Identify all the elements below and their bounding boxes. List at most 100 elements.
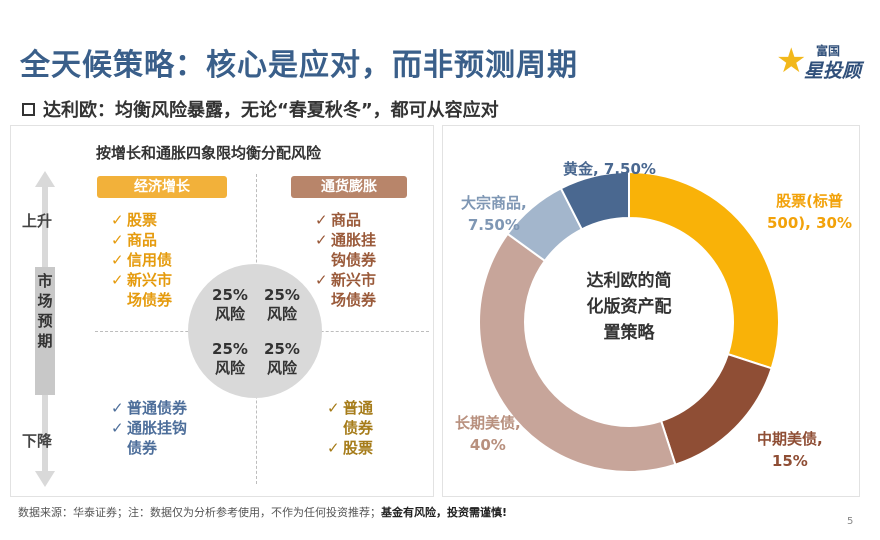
asset-item: ✓普通债券 (327, 398, 373, 438)
donut-slice (478, 232, 677, 473)
donut-slice (659, 352, 773, 466)
axis-label: 市场预期 (35, 267, 55, 395)
asset-item-line: ✓ 普通债券 (111, 399, 188, 417)
growth-header: 经济增长 (97, 176, 227, 198)
asset-item: ✓ 商品 (111, 230, 172, 250)
axis-label-text: 市场预期 (37, 272, 53, 350)
risk-cell: 25% 风险 (209, 340, 251, 378)
label-line: 股票(标普 (776, 192, 843, 210)
arrow-up-icon (35, 171, 55, 187)
check-icon: ✓ (111, 271, 124, 289)
asset-item: ✓通胀挂钩债券 (111, 418, 187, 458)
data-label-long-treasury: 长期美债, 40% (455, 412, 521, 456)
risk-pct: 25% (212, 340, 248, 358)
asset-item-line: 场债券 (331, 291, 377, 309)
down-label: 下降 (22, 432, 53, 450)
page-title: 全天候策略：核心是应对，而非预测周期 (20, 48, 578, 83)
label-line: 长期美债, (455, 414, 521, 432)
square-bullet-icon (22, 102, 35, 116)
check-icon: ✓ (111, 419, 124, 437)
falling-growth-asset-list: ✓ 普通债券 ✓ 通胀挂钩 债券 (111, 398, 187, 458)
footnote: 数据来源：华泰证券；注：数据仅为分析参考使用，不作为任何投资推荐；基金有风险，投… (18, 504, 507, 520)
inflation-header: 通货膨胀 (291, 176, 407, 198)
arrow-down-icon (35, 471, 55, 487)
asset-item: ✓ 商品 (315, 210, 376, 230)
check-icon: ✓ (315, 211, 328, 229)
label-line: 大宗商品, (461, 194, 527, 212)
quadrant-panel: 按增长和通胀四象限均衡分配风险 市场预期 上升 下降 25% 风险 25% 风险… (10, 125, 434, 497)
label-line: 500), 30% (767, 214, 852, 232)
subtitle-text: 达利欧：均衡风险暴露，无论“春夏秋冬”，都可从容应对 (43, 100, 499, 121)
market-expectation-axis: 市场预期 (28, 171, 62, 487)
asset-item: ✓ 信用债 (111, 250, 172, 270)
asset-item-line: ✓ 信用债 (111, 251, 173, 269)
data-label-commodity: 大宗商品, 7.50% (461, 192, 527, 236)
quadrant-title: 按增长和通胀四象限均衡分配风险 (96, 144, 322, 162)
label-line: 40% (469, 436, 506, 454)
asset-item-line: ✓ 新兴市 (315, 271, 377, 289)
risk-cell: 25% 风险 (261, 340, 303, 378)
risk-word: 风险 (214, 305, 245, 323)
asset-item: ✓ 股票 (327, 438, 373, 458)
asset-item-line: ✓ 普通 (327, 399, 374, 417)
risk-word: 风险 (214, 359, 245, 377)
star-icon: ★ (776, 41, 807, 81)
asset-item-line: ✓ 商品 (315, 211, 362, 229)
asset-item: ✓普通债券 (111, 398, 187, 418)
asset-item-line: ✓ 通胀挂钩 (111, 419, 188, 437)
risk-warning: 基金有风险，投资需谨慎! (381, 506, 508, 519)
donut-panel: 达利欧的简 化版资产配 置策略 股票(标普 500), 30% 中期美债, 15… (442, 125, 860, 497)
data-label-mid-treasury: 中期美债, 15% (757, 428, 823, 472)
asset-item-line: 债券 (343, 419, 374, 437)
asset-item-line: ✓ 股票 (111, 211, 158, 229)
asset-item-line: 钩债券 (331, 251, 377, 269)
check-icon: ✓ (327, 439, 340, 457)
center-line: 化版资产配 (586, 297, 672, 317)
donut-chart (478, 170, 780, 473)
label-line: 中期美债, (757, 430, 823, 448)
risk-pct: 25% (264, 286, 300, 304)
risk-word: 风险 (266, 305, 297, 323)
risk-cell: 25% 风险 (261, 286, 303, 324)
check-icon: ✓ (315, 271, 328, 289)
asset-item: ✓通胀挂钩债券 (315, 230, 376, 270)
inflation-asset-list: ✓ 商品 ✓ 通胀挂 钩债券 ✓ 新兴市 场债券 (315, 210, 376, 310)
growth-asset-list: ✓ 股票 ✓ 商品 ✓ 信用债 ✓ 新兴市 场债券 (111, 210, 172, 310)
risk-cell: 25% 风险 (209, 286, 251, 324)
check-icon: ✓ (315, 231, 328, 249)
center-line: 达利欧的简 (586, 271, 672, 291)
donut-slice (559, 170, 630, 231)
asset-item: ✓ 新兴市场债券 (111, 270, 172, 310)
falling-inflation-asset-list: ✓ 普通 债券 ✓ 股票 (327, 398, 373, 458)
up-label: 上升 (22, 212, 53, 230)
check-icon: ✓ (111, 251, 124, 269)
source-note: 数据来源：华泰证券；注：数据仅为分析参考使用，不作为任何投资推荐； (18, 506, 381, 519)
check-icon: ✓ (111, 399, 124, 417)
asset-item-line: 场债券 (127, 291, 173, 309)
label-line: 15% (771, 452, 808, 470)
asset-item-line: ✓ 通胀挂 (315, 231, 377, 249)
label-line: 7.50% (467, 216, 520, 234)
risk-circle (188, 264, 322, 398)
center-line: 置策略 (603, 323, 655, 343)
asset-item-line: ✓ 商品 (111, 231, 158, 249)
asset-item: ✓ 新兴市场债券 (315, 270, 376, 310)
check-icon: ✓ (327, 399, 340, 417)
logo-top-text: 富国 (816, 44, 841, 58)
risk-pct: 25% (212, 286, 248, 304)
risk-pct: 25% (264, 340, 300, 358)
data-label-stock: 股票(标普 500), 30% (767, 190, 852, 234)
check-icon: ✓ (111, 231, 124, 249)
logo: ★ 富国 星投顾 (776, 42, 866, 82)
asset-item-line: 债券 (127, 439, 158, 457)
label-line: 黄金, 7.50% (563, 160, 656, 178)
subtitle: 达利欧：均衡风险暴露，无论“春夏秋冬”，都可从容应对 (22, 96, 499, 122)
asset-item: ✓ 股票 (111, 210, 172, 230)
risk-word: 风险 (266, 359, 297, 377)
donut-center-title: 达利欧的简 化版资产配 置策略 (569, 268, 689, 346)
asset-item-line: ✓ 新兴市 (111, 271, 173, 289)
logo-main-text: 星投顾 (804, 60, 862, 82)
check-icon: ✓ (111, 211, 124, 229)
page-number: 5 (847, 516, 854, 527)
asset-item-line: ✓ 股票 (327, 439, 374, 457)
